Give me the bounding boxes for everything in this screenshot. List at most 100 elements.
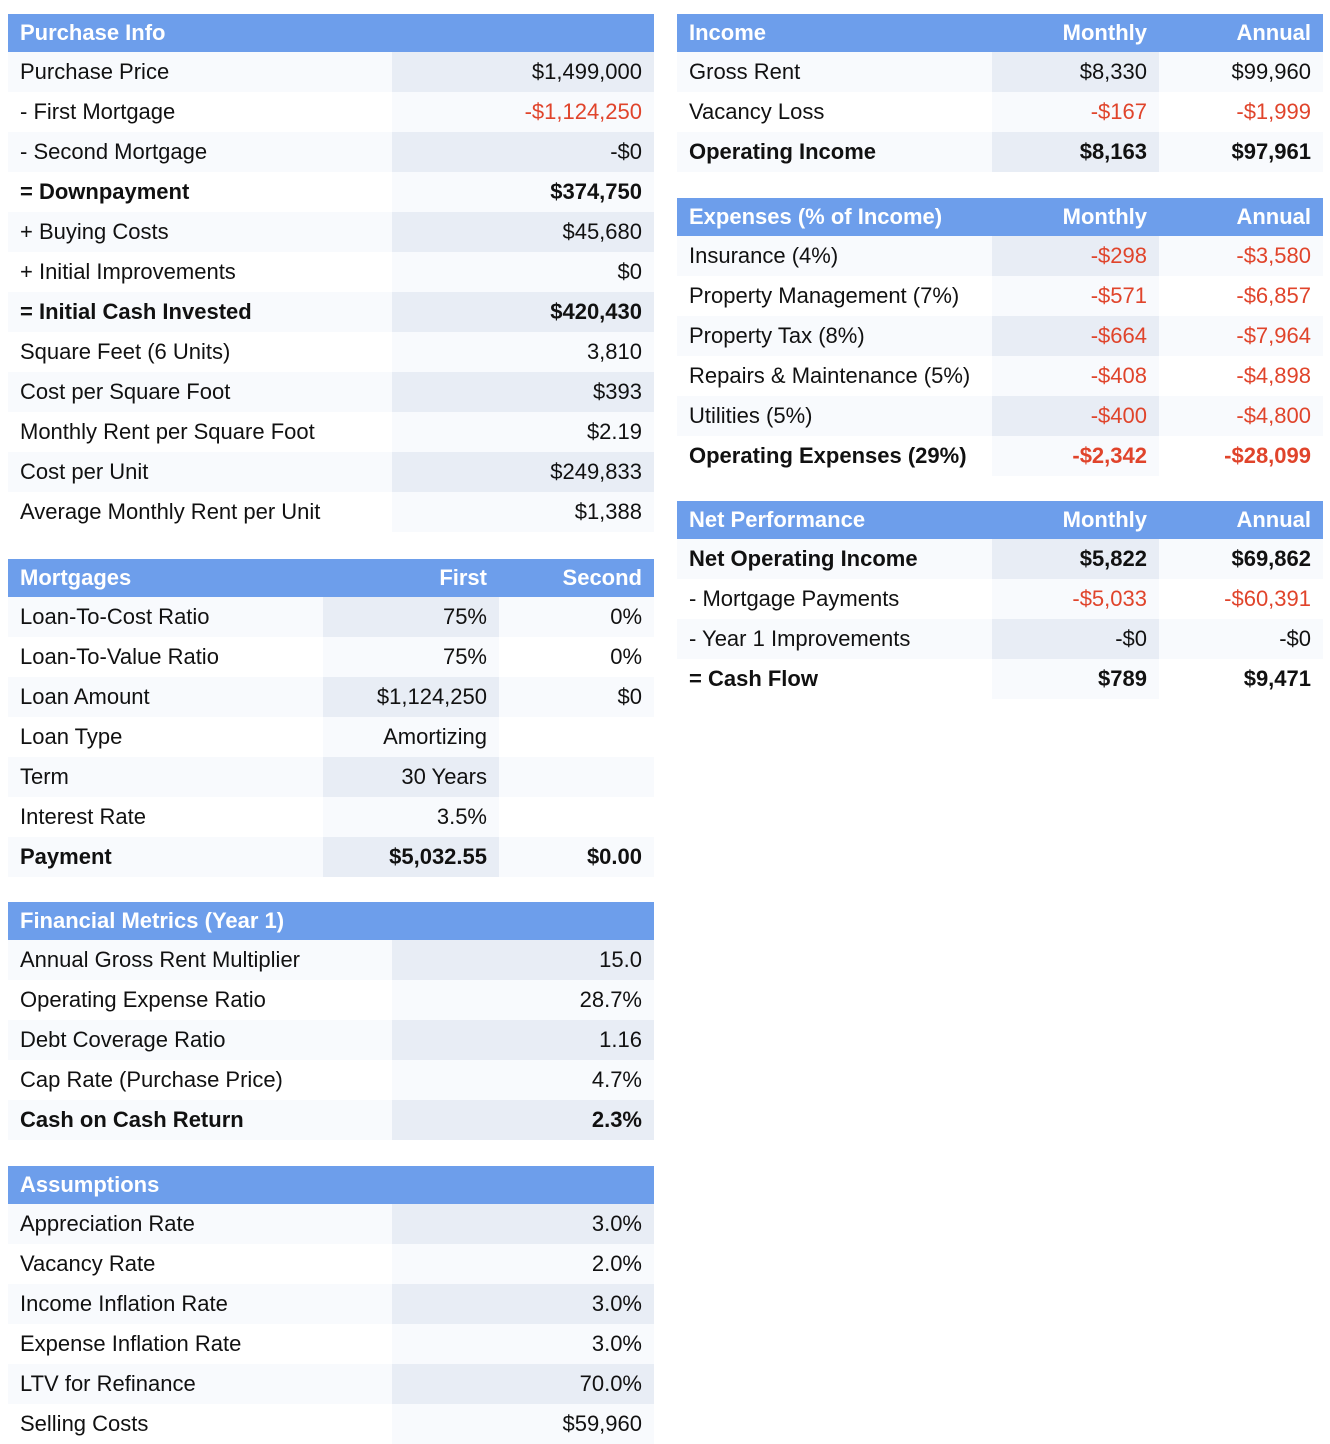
purchase-info-row-value: 3,810 [392,332,654,372]
mortgages-row-first: 30 Years [323,757,499,797]
net-performance-row-label: - Mortgage Payments [689,586,900,611]
purchase-info-row-value: -$1,124,250 [392,92,654,132]
assumptions-row: Income Inflation Rate 3.0% [8,1284,654,1324]
purchase-info-row-value: $249,833 [392,452,654,492]
net-performance-row-monthly: -$5,033 [992,579,1159,619]
assumptions-row-label: Expense Inflation Rate [20,1331,242,1356]
income-row-monthly: $8,163 [992,132,1159,172]
expenses-row: Utilities (5%) -$400 -$4,800 [677,396,1323,436]
purchase-info-row-label: = Downpayment [20,179,190,204]
net-performance-row-label: - Year 1 Improvements [689,626,911,651]
mortgages-row-second: $0 [617,684,642,709]
income-row-annual: $97,961 [1231,139,1311,164]
assumptions-row: Expense Inflation Rate 3.0% [8,1324,654,1364]
financial-metrics-row: Annual Gross Rent Multiplier 15.0 [8,940,654,980]
financial-metrics-row-value: 4.7% [392,1060,654,1100]
assumptions-row-value: $59,960 [392,1404,654,1444]
net-performance-row-label: = Cash Flow [689,666,818,691]
net-performance-table: Net Performance Monthly Annual Net Opera… [677,501,1323,699]
income-col-annual: Annual [1236,20,1311,45]
expenses-title: Expenses (% of Income) [689,204,943,229]
purchase-info-row: Monthly Rent per Square Foot $2.19 [8,412,654,452]
financial-metrics-row-value: 28.7% [392,980,654,1020]
assumptions-row-label: Appreciation Rate [20,1211,195,1236]
purchase-info-row-label: Purchase Price [20,59,170,84]
purchase-info-row-label: Average Monthly Rent per Unit [20,499,321,524]
mortgages-row-first: $5,032.55 [323,837,499,877]
income-row: Vacancy Loss -$167 -$1,999 [677,92,1323,132]
mortgages-table: Mortgages First Second Loan-To-Cost Rati… [8,559,654,877]
expenses-row-annual: -$28,099 [1224,443,1311,468]
assumptions-title: Assumptions [20,1172,160,1197]
mortgages-row: Loan Amount $1,124,250 $0 [8,677,654,717]
assumptions-row: Selling Costs $59,960 [8,1404,654,1444]
assumptions-row: Appreciation Rate 3.0% [8,1204,654,1244]
net-performance-row-label: Net Operating Income [689,546,918,571]
expenses-row-label: Operating Expenses (29%) [689,443,967,468]
net-performance-header: Net Performance Monthly Annual [677,501,1323,539]
financial-metrics-row-value: 2.3% [392,1100,654,1140]
purchase-info-row-value: $393 [392,372,654,412]
income-header: Income Monthly Annual [677,14,1323,52]
financial-metrics-row-label: Operating Expense Ratio [20,987,266,1012]
purchase-info-row: - First Mortgage -$1,124,250 [8,92,654,132]
income-row-monthly: $8,330 [992,52,1159,92]
purchase-info-row-label: + Initial Improvements [20,259,236,284]
net-performance-row-annual: $9,471 [1243,666,1311,691]
financial-metrics-row-label: Cap Rate (Purchase Price) [20,1067,283,1092]
mortgages-row: Loan Type Amortizing [8,717,654,757]
purchase-info-row-value: $45,680 [392,212,654,252]
purchase-info-row: Purchase Price $1,499,000 [8,52,654,92]
assumptions-row: Vacancy Rate 2.0% [8,1244,654,1284]
financial-metrics-title: Financial Metrics (Year 1) [20,908,285,933]
mortgages-title: Mortgages [20,565,132,590]
mortgages-row-label: Loan-To-Value Ratio [20,644,219,669]
expenses-row-annual: -$4,898 [1236,363,1311,388]
purchase-info-row: Average Monthly Rent per Unit $1,388 [8,492,654,532]
purchase-info-row-label: - Second Mortgage [20,139,208,164]
expenses-col-annual: Annual [1236,204,1311,229]
income-row-annual: -$1,999 [1236,99,1311,124]
income-title: Income [689,20,767,45]
purchase-info-row: = Initial Cash Invested $420,430 [8,292,654,332]
purchase-info-row-label: - First Mortgage [20,99,176,124]
purchase-info-row-value: $420,430 [392,292,654,332]
expenses-row-monthly: -$400 [992,396,1159,436]
expenses-row: Operating Expenses (29%) -$2,342 -$28,099 [677,436,1323,476]
financial-metrics-row-value: 15.0 [392,940,654,980]
financial-metrics-row: Cash on Cash Return 2.3% [8,1100,654,1140]
financial-metrics-row-label: Debt Coverage Ratio [20,1027,226,1052]
mortgages-row-first: $1,124,250 [323,677,499,717]
mortgages-row: Loan-To-Cost Ratio 75% 0% [8,597,654,637]
net-performance-col-monthly: Monthly [1062,507,1147,532]
purchase-info-row-value: -$0 [392,132,654,172]
mortgages-row-label: Loan-To-Cost Ratio [20,604,210,629]
expenses-row: Insurance (4%) -$298 -$3,580 [677,236,1323,276]
income-row: Operating Income $8,163 $97,961 [677,132,1323,172]
assumptions-row-value: 2.0% [392,1244,654,1284]
mortgages-row: Payment $5,032.55 $0.00 [8,837,654,877]
expenses-row-label: Repairs & Maintenance (5%) [689,363,971,388]
mortgages-row-second [499,797,654,837]
net-performance-row-annual: -$0 [1279,626,1311,651]
net-performance-row-monthly: -$0 [992,619,1159,659]
purchase-info-row-value: $374,750 [392,172,654,212]
net-performance-row-annual: -$60,391 [1224,586,1311,611]
purchase-info-row: Square Feet (6 Units) 3,810 [8,332,654,372]
assumptions-table: Assumptions Appreciation Rate 3.0% Vacancy… [8,1166,654,1444]
mortgages-row-second: 0% [610,644,642,669]
purchase-info-row-label: = Initial Cash Invested [20,299,252,324]
income-row-label: Operating Income [689,139,877,164]
mortgages-row: Interest Rate 3.5% [8,797,654,837]
mortgages-col-second: Second [562,565,642,590]
purchase-info-row-label: Square Feet (6 Units) [20,339,231,364]
expenses-row-monthly: -$2,342 [992,436,1159,476]
mortgages-header: Mortgages First Second [8,559,654,597]
mortgages-row-label: Term [20,764,69,789]
net-performance-row-monthly: $5,822 [992,539,1159,579]
income-row-annual: $99,960 [1231,59,1311,84]
net-performance-col-annual: Annual [1236,507,1311,532]
mortgages-row-first: 3.5% [323,797,499,837]
net-performance-row: - Mortgage Payments -$5,033 -$60,391 [677,579,1323,619]
purchase-info-row-label: + Buying Costs [20,219,169,244]
